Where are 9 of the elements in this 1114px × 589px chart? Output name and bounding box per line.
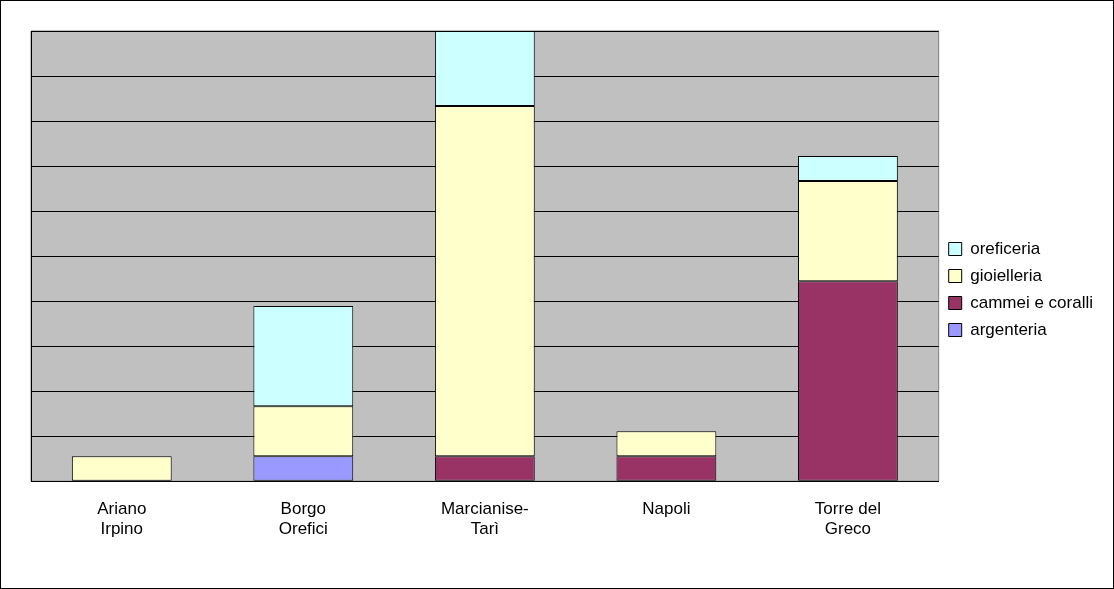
- x-tick-label: Borgo Orefici: [278, 499, 328, 539]
- legend-label: oreficeria: [970, 238, 1041, 258]
- x-tick-label: Marcianise-Tarì: [440, 499, 529, 539]
- x-tick-label: Napoli: [642, 499, 691, 519]
- legend-label: cammei e coralli: [970, 292, 1093, 312]
- x-tick-label: Ariano Irpino: [97, 499, 147, 539]
- x-tick-label: Torre del Greco: [814, 499, 881, 539]
- legend-label: gioielleria: [970, 265, 1043, 285]
- legend-label: argenteria: [970, 319, 1048, 339]
